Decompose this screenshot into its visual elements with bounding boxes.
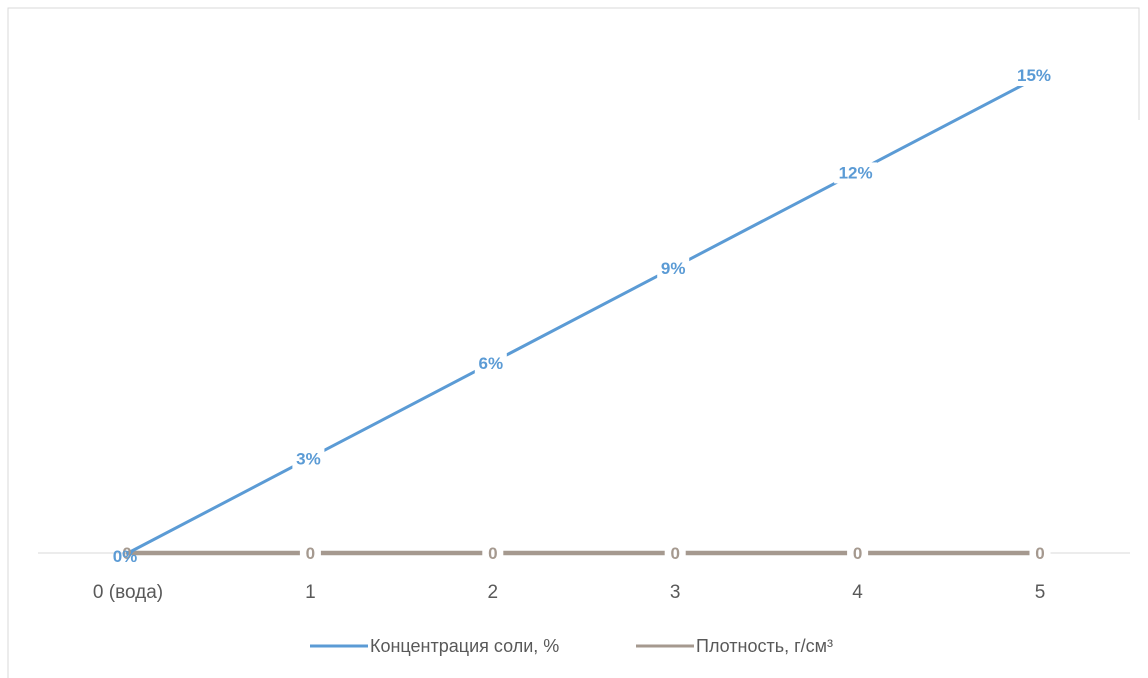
data-label-bg — [1013, 65, 1056, 86]
data-label-bg — [292, 448, 325, 470]
data-label: 0 — [306, 544, 315, 563]
legend: Концентрация соли, % Плотность, г/см³ — [310, 636, 833, 656]
x-tick-label: 3 — [670, 582, 681, 603]
data-label-bg — [847, 543, 869, 564]
x-tick-label: 1 — [305, 582, 316, 603]
data-label-bg — [834, 162, 878, 184]
data-label: 9% — [661, 259, 686, 278]
data-label: 0 — [853, 544, 862, 563]
data-label-bg — [482, 543, 504, 564]
data-label-bg — [1029, 543, 1051, 564]
axis-layer: 0 (вода) 1 2 3 4 5 — [7, 7, 1140, 678]
chart-border — [7, 7, 1140, 678]
data-label: 0% — [113, 547, 138, 566]
series-line-concentration — [126, 74, 1042, 555]
data-label: 0 — [670, 544, 679, 563]
data-label: 15% — [1017, 66, 1051, 85]
legend-label: Плотность, г/см³ — [696, 636, 833, 656]
data-label-bg — [664, 543, 686, 564]
x-tick-label: 0 (вода) — [93, 582, 163, 603]
data-label-bg — [474, 353, 507, 375]
data-label-layer: 0 0 0 0 000%3%6%9%12%15% — [113, 65, 1056, 566]
data-label: 3% — [296, 450, 321, 469]
x-tick-label: 5 — [1035, 582, 1046, 603]
data-label-bg — [299, 543, 321, 564]
data-label: 0 — [488, 544, 497, 563]
data-label: 12% — [839, 163, 873, 182]
data-label: 0 — [1035, 544, 1044, 563]
series-layer — [125, 74, 1043, 556]
x-tick-label: 4 — [852, 582, 863, 603]
data-label: 0 — [122, 544, 131, 563]
data-label-bg — [657, 257, 690, 279]
legend-label: Концентрация соли, % — [370, 636, 559, 656]
x-tick-label: 2 — [488, 582, 499, 603]
data-label: 6% — [479, 354, 504, 373]
